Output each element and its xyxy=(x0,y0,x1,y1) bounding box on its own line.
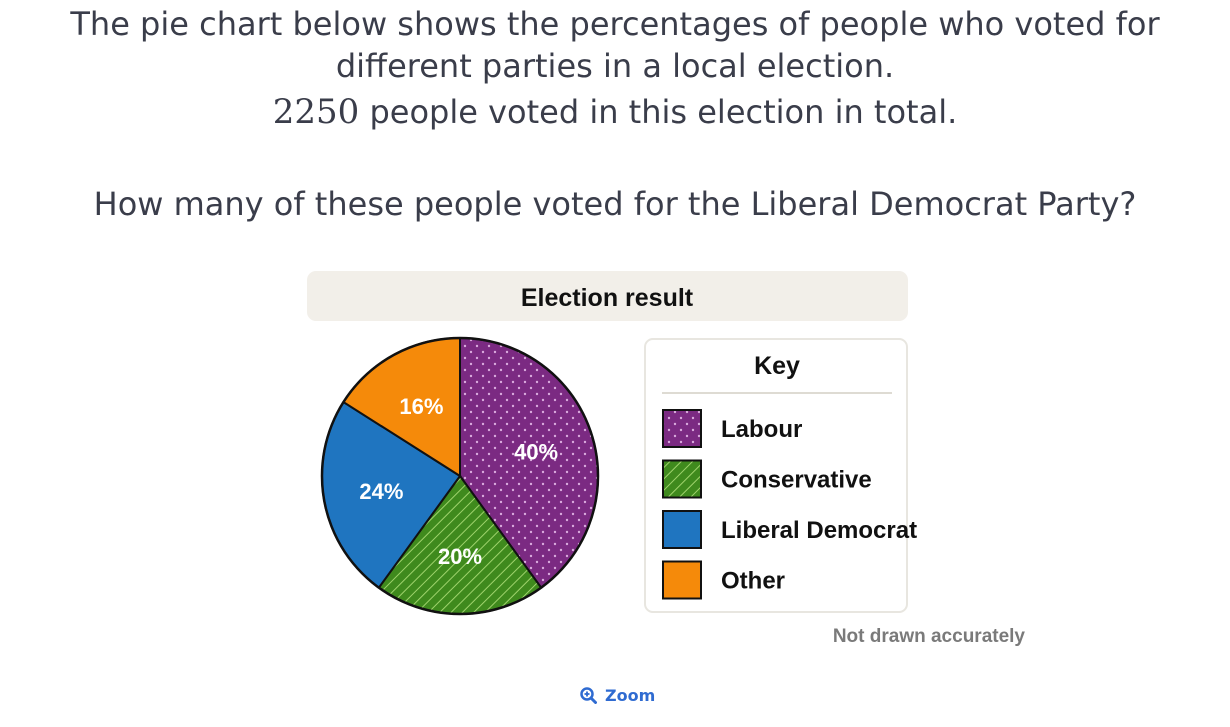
pie: 40% 20% 24% 16% xyxy=(320,336,600,616)
key-box xyxy=(644,338,908,613)
chart-title: Election result xyxy=(521,284,694,312)
not-drawn-note: Not drawn accurately xyxy=(833,626,1026,647)
zoom-button[interactable]: Zoom xyxy=(580,686,655,705)
zoom-label: Zoom xyxy=(605,686,656,705)
slice-label-conservative: 20% xyxy=(438,544,482,569)
question-line-3: 2250 people voted in this election in to… xyxy=(0,90,1230,134)
pie-outline xyxy=(320,336,600,616)
legend-label-conservative: Conservative xyxy=(721,467,872,494)
slice-label-liberal-democrat: 24% xyxy=(359,479,403,504)
zoom-in-icon xyxy=(580,687,597,704)
legend-label-other: Other xyxy=(721,568,785,595)
election-pie-chart: Election result 40% 20% 24% 16% Key Labour C… xyxy=(307,271,1026,647)
legend-label-liberal-democrat: Liberal Democrat xyxy=(721,517,917,544)
legend-label-labour: Labour xyxy=(721,416,802,443)
question-line-2: different parties in a local election. xyxy=(335,47,895,85)
legend: Labour Conservative Liberal Democrat Other xyxy=(662,409,917,600)
legend-swatch-labour xyxy=(662,409,702,448)
question-line-3-text: people voted in this election in total. xyxy=(359,93,958,131)
key-title: Key xyxy=(754,352,800,380)
question-prompt: How many of these people voted for the L… xyxy=(93,185,1137,223)
question-line-1: The pie chart below shows the percentage… xyxy=(70,5,1160,43)
slice-label-other: 16% xyxy=(399,394,443,419)
legend-swatch-liberal-democrat xyxy=(662,510,702,549)
legend-swatch-conservative xyxy=(662,459,702,499)
chart-title-bar xyxy=(307,271,908,321)
legend-swatch-other xyxy=(662,560,702,600)
slice-label-labour: 40% xyxy=(514,439,558,464)
total-voters-number: 2250 xyxy=(272,92,360,132)
